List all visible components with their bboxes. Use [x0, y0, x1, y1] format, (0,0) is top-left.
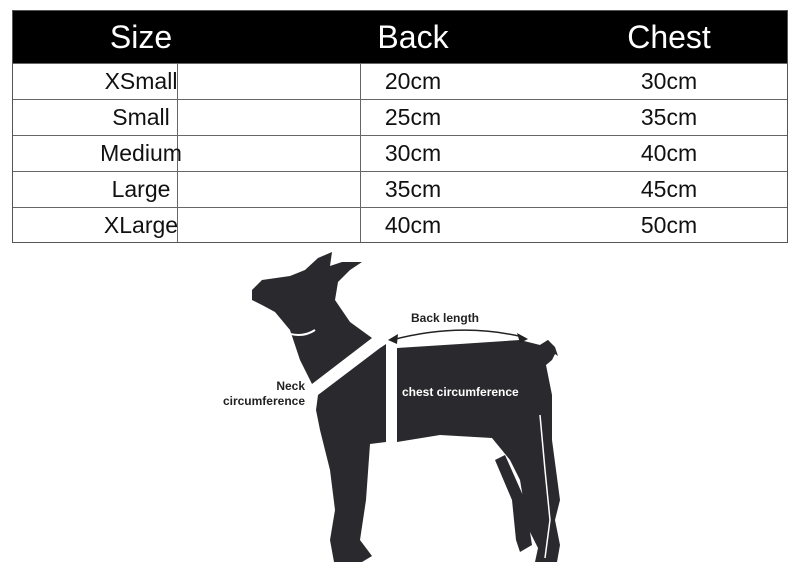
back-cell: 40cm: [384, 212, 442, 238]
table-row: XSmall 20cm 30cm: [13, 63, 787, 99]
table-row: Small 25cm 35cm: [13, 99, 787, 135]
back-cell: 30cm: [384, 140, 442, 166]
neck-label-line1: Neck: [276, 379, 305, 393]
dog-chest: [316, 344, 386, 562]
size-cell: XLarge: [103, 212, 179, 238]
back-cell: 25cm: [384, 104, 442, 130]
arrow-head-right: [517, 333, 528, 343]
chest-cell: 35cm: [640, 104, 698, 130]
neck-label-line2: circumference: [222, 394, 305, 408]
chest-cell: 45cm: [640, 176, 698, 202]
dog-head: [252, 252, 372, 384]
chest-cell: 50cm: [640, 212, 698, 238]
table-row: Medium 30cm 40cm: [13, 135, 787, 171]
size-cell: Large: [111, 176, 171, 202]
leg-outline: [539, 414, 551, 559]
chest-label: chest circumference: [402, 385, 519, 399]
chest-cell: 40cm: [640, 140, 698, 166]
collar-line: [279, 329, 316, 336]
size-table: Size Back Chest XSmall 20cm 30cm Small 25cm 3…: [12, 10, 788, 243]
dog-rear-leg: [495, 455, 532, 552]
header-chest: Chest: [627, 19, 711, 55]
chest-cell: 30cm: [640, 68, 698, 94]
column-divider: [360, 63, 361, 242]
table-row: Large 35cm 45cm: [13, 171, 787, 207]
dog-body: [397, 340, 560, 562]
dog-silhouette: [252, 252, 560, 562]
column-divider: [177, 63, 178, 242]
arrow-head-left: [388, 334, 398, 344]
size-cell: Medium: [100, 140, 182, 166]
back-length-label: Back length: [411, 311, 480, 325]
back-cell: 35cm: [384, 176, 442, 202]
header-back: Back: [377, 19, 449, 55]
size-cell: XSmall: [104, 68, 178, 94]
dog-front-paw: [334, 525, 352, 538]
table-header: Size Back Chest: [13, 11, 787, 63]
back-length-arrow: [391, 329, 524, 341]
size-cell: Small: [112, 104, 170, 130]
table-row: XLarge 40cm 50cm: [13, 207, 787, 243]
back-cell: 20cm: [384, 68, 442, 94]
dog-tail: [540, 340, 558, 356]
header-size: Size: [109, 19, 173, 55]
